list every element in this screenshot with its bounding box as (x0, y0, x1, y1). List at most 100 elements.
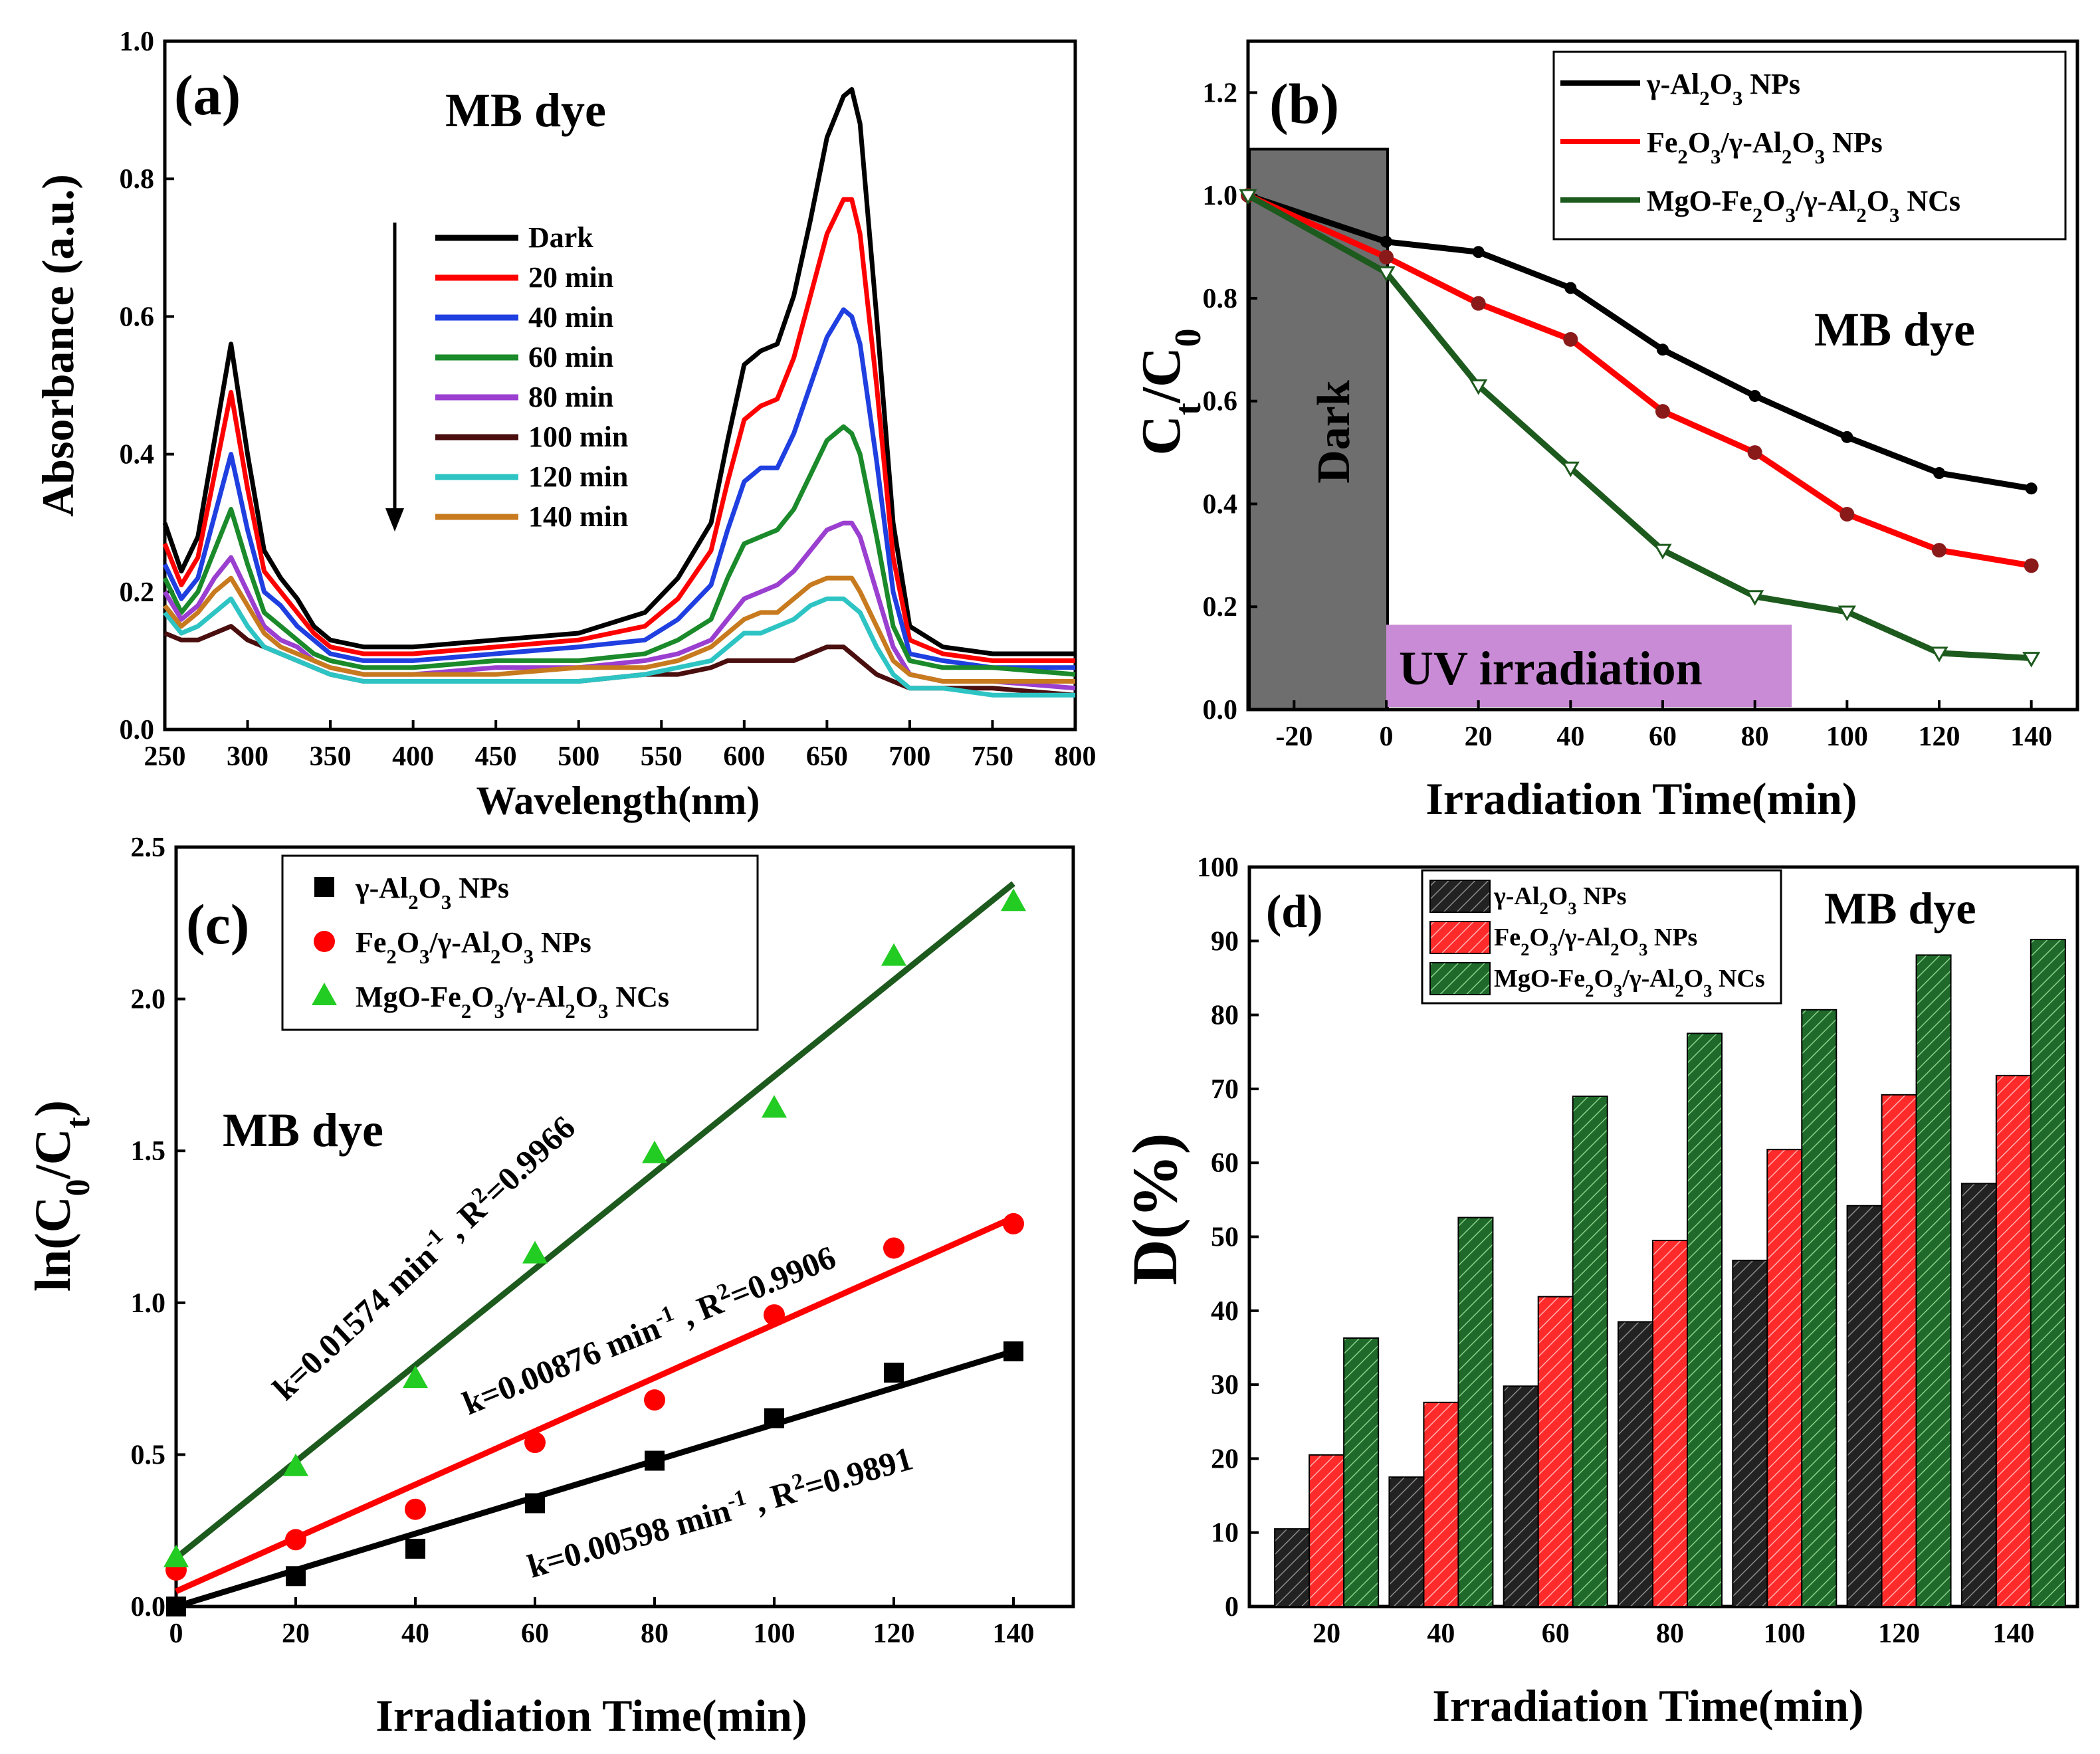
y-tick-label: 50 (1211, 1222, 1239, 1253)
panel-d-ylabel: D(%) (1119, 1133, 1190, 1285)
degradation-bar (1960, 1183, 1997, 1607)
degradation-bar (1274, 1528, 1311, 1608)
x-tick-label: 40 (1556, 722, 1584, 752)
panel-b: -20 0 20 40 60 80 100 120 140 0.0 0.2 0.4 0.6 0.8 1.0 1… (1130, 39, 2079, 824)
uv-irradiation-region (1386, 625, 1792, 708)
x-tick-label: 600 (723, 741, 765, 772)
y-tick-label: 20 (1211, 1444, 1239, 1474)
x-tick-label: 80 (641, 1618, 669, 1649)
y-tick-label: 1.5 (131, 1136, 166, 1167)
x-tick-label: 120 (873, 1618, 915, 1649)
y-tick-label: 1.0 (120, 27, 155, 57)
y-tick-label: 1.0 (1203, 181, 1238, 211)
data-point (522, 1240, 548, 1264)
data-point (1655, 404, 1670, 419)
legend-label: 40 min (528, 301, 613, 334)
data-point (1377, 266, 1396, 282)
degradation-bar (2030, 939, 2066, 1607)
panel-a-title: MB dye (445, 84, 606, 137)
x-tick-label: 100 (754, 1618, 795, 1649)
x-tick-label: 650 (806, 741, 848, 772)
x-tick-label: 500 (558, 741, 599, 772)
degradation-bar (1801, 1009, 1838, 1607)
x-tick-label: 140 (1992, 1618, 2034, 1649)
x-tick-label: 60 (1649, 722, 1677, 752)
panel-a: 250 300 350 400 450 500 550 600 650 700 750 800 0.0 0… (33, 27, 1097, 823)
x-tick-label: 100 (1764, 1618, 1806, 1649)
x-tick-label: 80 (1656, 1618, 1684, 1649)
data-point (883, 1237, 904, 1259)
y-tick-label: 0.8 (1203, 284, 1238, 314)
y-tick-label: 10 (1211, 1518, 1239, 1549)
data-point (1930, 646, 1948, 662)
legend-label: Dark (528, 221, 593, 254)
x-tick-label: 20 (1465, 722, 1493, 752)
x-tick-label: 400 (392, 741, 434, 772)
degradation-bar (1343, 1337, 1380, 1607)
panel-d-xlabel: Irradiation Time(min) (1432, 1680, 1863, 1731)
x-tick-label: 120 (1878, 1618, 1920, 1649)
panel-c-xlabel: Irradiation Time(min) (375, 1690, 807, 1741)
y-tick-label: 0.6 (120, 302, 155, 332)
y-tick-label: 2.5 (131, 832, 166, 863)
data-point (881, 943, 906, 966)
eq-al: k=0.00598 min-1 , R2=0.9891 (523, 1438, 916, 1585)
degradation-bar (1503, 1385, 1539, 1607)
x-tick-label: 0 (169, 1618, 183, 1649)
y-tick-label: 1.0 (131, 1288, 166, 1319)
legend-label: 60 min (528, 341, 613, 373)
data-point (1561, 461, 1580, 478)
x-tick-label: 120 (1919, 722, 1960, 752)
degradation-bar (1537, 1296, 1574, 1607)
degradation-bar (1618, 1321, 1653, 1607)
data-point (524, 1432, 546, 1454)
y-tick-label: 70 (1211, 1074, 1239, 1105)
data-point (1239, 189, 1257, 205)
data-point (405, 1498, 426, 1520)
y-tick-label: 0.2 (1203, 592, 1238, 623)
panel-a-frame (163, 39, 1077, 731)
uv-label: UV irradiation (1399, 642, 1703, 695)
data-point (884, 1362, 904, 1383)
data-point (286, 1566, 306, 1587)
legend-swatch (1429, 880, 1491, 913)
linear-fit-line (174, 881, 1015, 1561)
absorbance-series-line (163, 624, 1076, 698)
degradation-bar (1732, 1260, 1768, 1607)
data-point (1564, 282, 1577, 294)
y-tick-label: 0.0 (120, 715, 155, 745)
data-point (1746, 590, 1764, 606)
data-point (1839, 506, 1855, 522)
panel-b-label: (b) (1269, 72, 1339, 136)
panel-b-annotation: MB dye (1814, 303, 1975, 356)
y-tick-label: 30 (1211, 1370, 1239, 1401)
y-tick-label: 0.2 (120, 577, 155, 608)
degradation-bar (1572, 1096, 1608, 1607)
degradation-bar (1766, 1149, 1803, 1607)
legend-label: 140 min (528, 500, 628, 533)
y-tick-label: 0.4 (1203, 489, 1238, 520)
degradation-bar (1309, 1454, 1345, 1607)
panel-c-legend-box (281, 854, 759, 1031)
data-point (1380, 235, 1392, 248)
data-point (1657, 343, 1669, 356)
panel-a-label: (a) (174, 63, 241, 127)
legend-label: γ-Al2O3 NPs (355, 872, 509, 914)
data-point (1471, 296, 1486, 311)
y-tick-label: 1.2 (1203, 78, 1238, 108)
data-point (642, 1140, 667, 1163)
data-point (1838, 605, 1856, 621)
y-tick-label: 2.0 (131, 985, 166, 1015)
y-tick-label: 90 (1211, 926, 1239, 957)
x-tick-label: 20 (282, 1618, 310, 1649)
panel-a-ylabel: Absorbance (a.u.) (33, 174, 83, 517)
data-point (1653, 543, 1672, 560)
degradation-bar (1687, 1032, 1723, 1608)
x-tick-label: 60 (521, 1618, 549, 1649)
linear-fit-line (175, 1215, 1015, 1595)
legend-swatch (1429, 921, 1491, 954)
data-point (1001, 888, 1026, 912)
decrease-arrow-head-icon (385, 508, 404, 532)
data-point (1379, 250, 1394, 265)
